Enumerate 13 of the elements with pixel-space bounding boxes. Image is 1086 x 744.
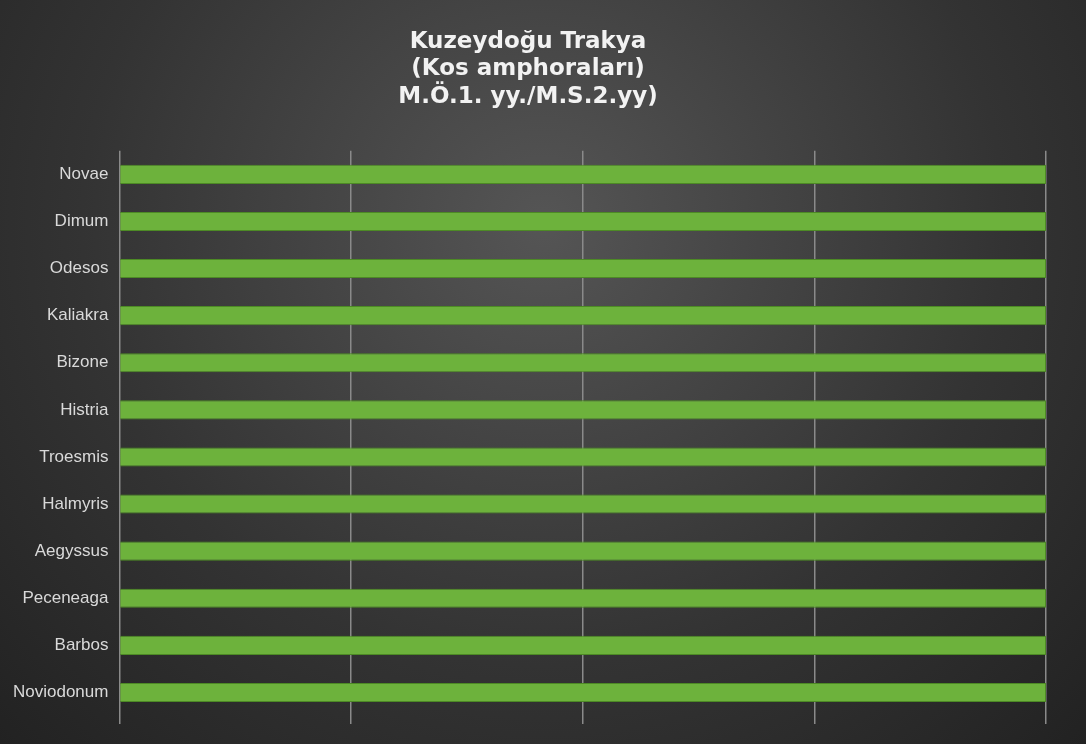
y-tick-label: Aegyssus	[34, 540, 109, 560]
y-tick-label: Odesos	[49, 258, 109, 278]
y-tick-label: Novae	[59, 164, 109, 184]
y-tick-label: Halmyris	[42, 493, 109, 513]
y-tick-label: Kaliakra	[47, 305, 109, 325]
y-tick-label: Troesmis	[39, 446, 109, 466]
y-tick-label: Peceneaga	[22, 587, 109, 607]
y-tick-label: Noviodonum	[12, 682, 109, 702]
y-tick-label: Barbos	[54, 635, 109, 655]
y-tick-label: Bizone	[56, 352, 109, 372]
y-tick-label: Dimum	[54, 211, 109, 231]
y-tick-label: Histria	[60, 399, 109, 419]
chart-title: Kuzeydoğu Trakya (Kos amphoraları) M.Ö.1. yy./M.S.2.yy)	[398, 26, 658, 108]
